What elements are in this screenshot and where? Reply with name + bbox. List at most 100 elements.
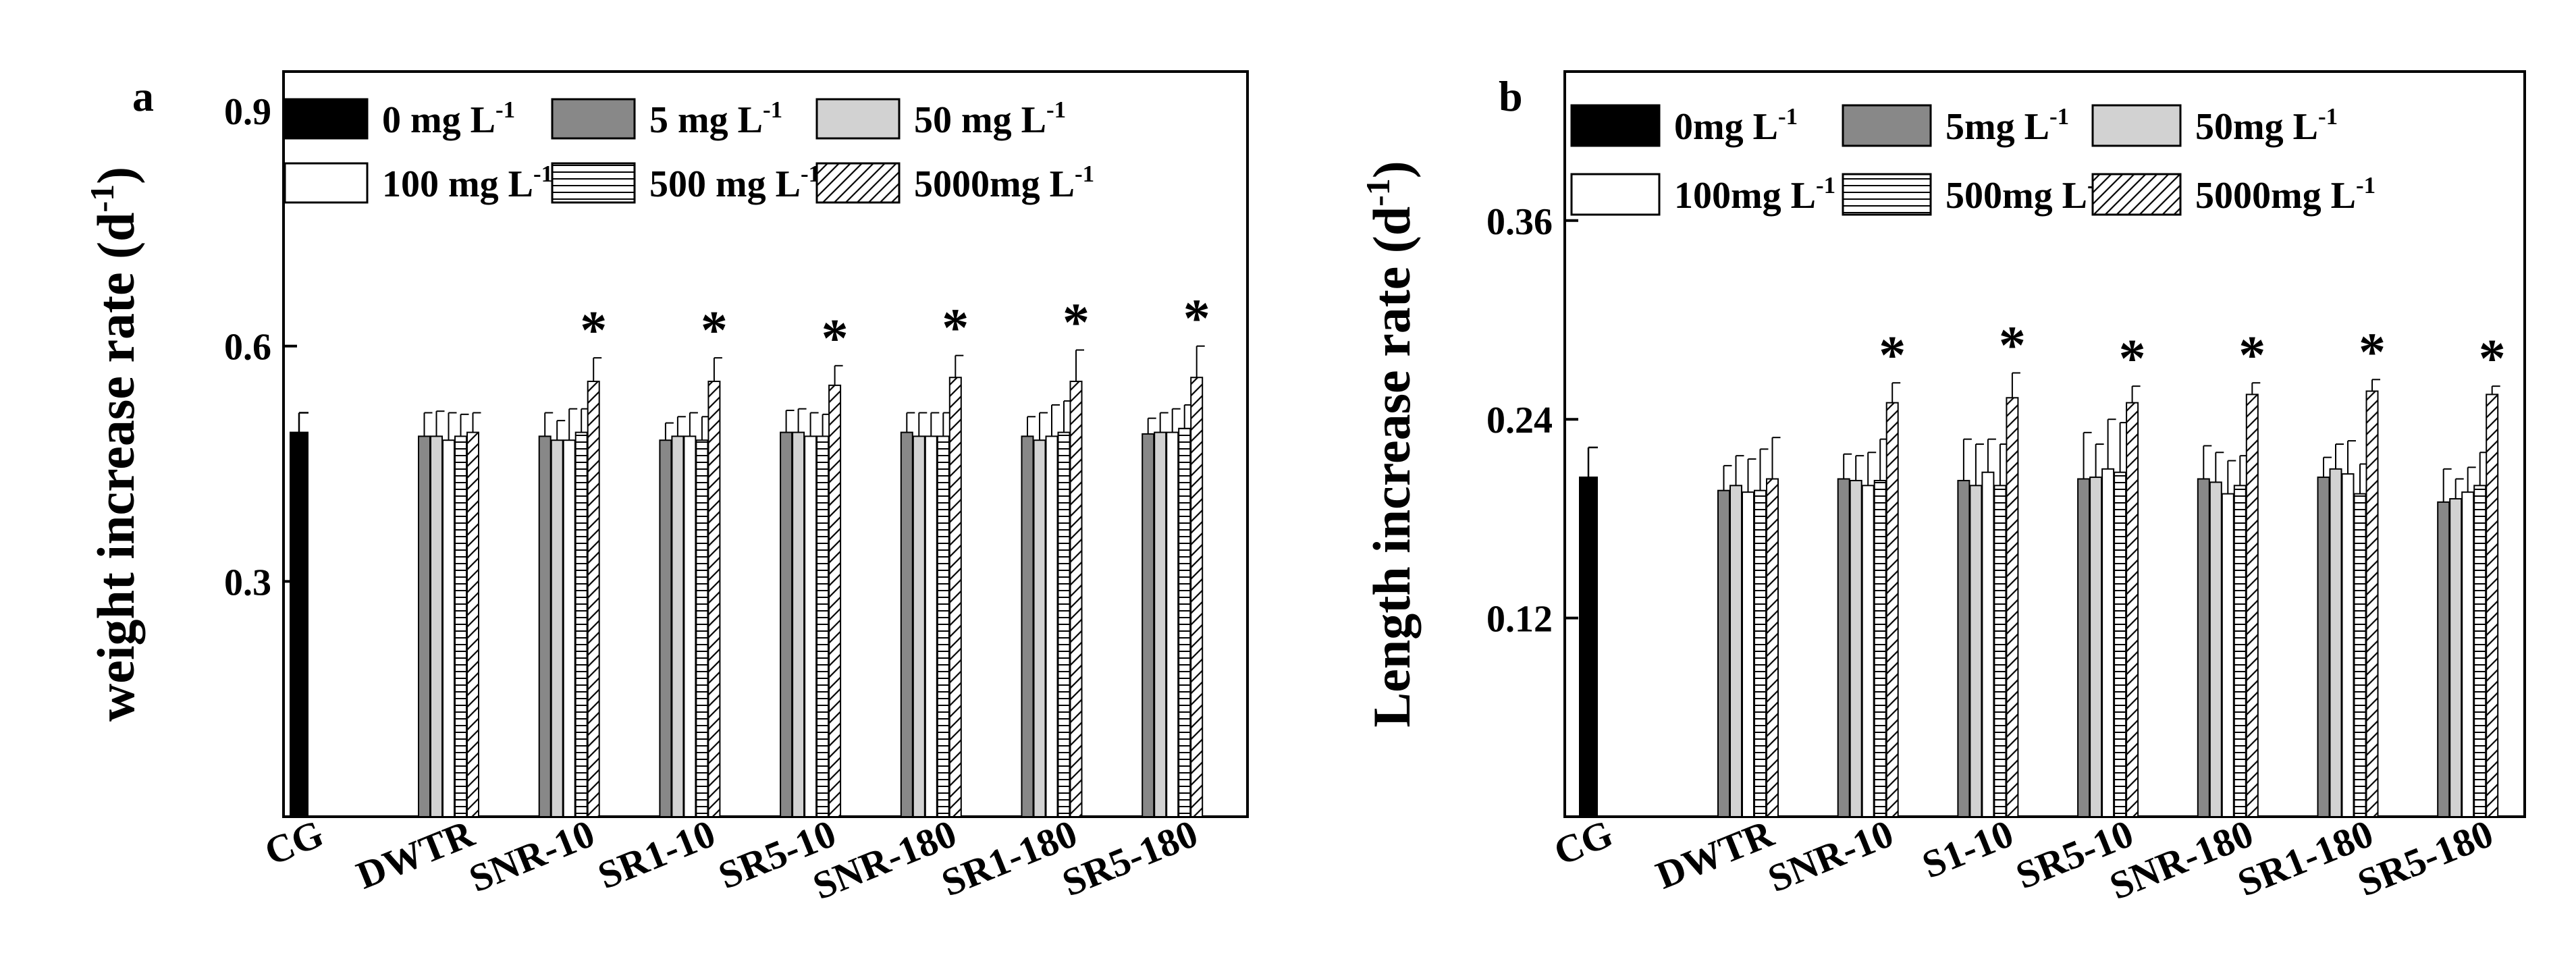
bar-control [290, 431, 308, 817]
bar-2 [671, 435, 685, 817]
bar-5 [587, 381, 600, 817]
bar-5 [828, 384, 842, 817]
bar-2 [1729, 485, 1742, 817]
bar-3 [924, 435, 938, 817]
bar-4 [1754, 489, 1767, 818]
legend-label-main: 100mg L [1674, 175, 1816, 217]
legend-label-exp: -1 [1046, 97, 1066, 123]
significance-asterisk: * [2359, 323, 2386, 382]
legend-swatch [551, 162, 636, 204]
legend-label-exp: -1 [2049, 103, 2069, 130]
bar-5 [1069, 381, 1083, 817]
legend-label-exp: -1 [1075, 161, 1094, 187]
bar-3 [1742, 491, 1754, 817]
bar-4 [574, 431, 588, 817]
bar-3 [804, 435, 817, 817]
bar-2 [792, 431, 805, 817]
bar-2 [550, 439, 564, 817]
bar-3 [562, 439, 576, 817]
bar-4 [2473, 485, 2487, 817]
legend-swatch [284, 98, 369, 140]
legend-swatch [2091, 173, 2182, 216]
y-axis-label: weight increase rate (d-1) [83, 167, 145, 722]
x-category-label: CG [1548, 811, 1619, 874]
legend-label: 5 mg L-1 [649, 97, 782, 141]
bar-4 [1873, 479, 1887, 817]
legend-label-main: 500mg L [1946, 175, 2087, 217]
x-category-label: DWTR [1650, 811, 1780, 897]
significance-asterisk: * [1879, 326, 1906, 385]
bar-2 [1849, 479, 1862, 817]
y-tick-label: 0.6 [224, 327, 271, 369]
legend-label-main: 5 mg L [649, 99, 763, 141]
significance-asterisk: * [942, 299, 969, 358]
significance-asterisk: * [1063, 294, 1090, 353]
bar-1 [1021, 435, 1034, 817]
y-tick-label: 0.12 [1486, 599, 1553, 641]
bar-2 [1969, 485, 1983, 817]
bar-5 [1766, 478, 1779, 818]
bar-1 [2437, 501, 2450, 817]
x-category-label: CG [259, 811, 329, 874]
bar-2 [2089, 477, 2103, 817]
bar-4 [1178, 427, 1191, 817]
legend-label-main: 500 mg L [649, 163, 801, 205]
x-category-label: SR1-180 [936, 811, 1083, 905]
significance-asterisk: * [1183, 290, 1210, 349]
legend-label-main: 50mg L [2195, 106, 2318, 148]
significance-asterisk: * [701, 301, 728, 360]
significance-asterisk: * [2479, 329, 2506, 389]
x-category-label: SNR-10 [463, 811, 601, 901]
y-axis-label-exp: -1 [1359, 178, 1397, 207]
bar-5 [2245, 394, 2259, 817]
x-category-label: S1-10 [1916, 811, 2019, 887]
legend-swatch [2091, 104, 2182, 147]
bar-5 [1190, 377, 1204, 817]
plot-frame [1563, 70, 2526, 818]
legend-label: 0 mg L-1 [382, 97, 515, 141]
legend-label-main: 5mg L [1946, 106, 2049, 148]
x-category-label: SNR-10 [1762, 811, 1900, 901]
bar-3 [1045, 435, 1058, 817]
y-axis-label-main: Length increase rate (d [1362, 207, 1421, 728]
bar-1 [900, 431, 913, 817]
bar-2 [430, 435, 443, 817]
panel-label: a [132, 72, 154, 120]
bar-4 [1057, 431, 1071, 817]
bar-control [1579, 477, 1598, 817]
x-category-label: SR1-10 [592, 811, 722, 898]
bar-3 [2461, 491, 2475, 817]
legend-label-main: 5000mg L [2195, 175, 2356, 217]
bar-1 [1717, 489, 1730, 818]
y-axis-label: Length increase rate (d-1) [1359, 161, 1421, 728]
y-tick-label: 0.36 [1486, 201, 1553, 243]
bar-3 [2221, 493, 2234, 817]
legend-label: 500 mg L-1 [649, 161, 820, 205]
bar-5 [2365, 390, 2379, 817]
legend-label: 100mg L-1 [1674, 172, 1835, 217]
bar-1 [659, 439, 672, 817]
legend-label: 5000mg L-1 [2195, 172, 2376, 217]
legend-label: 5000mg L-1 [914, 161, 1094, 205]
bar-1 [780, 431, 793, 817]
bar-4 [936, 435, 950, 817]
legend-swatch [815, 98, 901, 140]
bar-1 [1837, 478, 1850, 818]
legend-swatch [815, 162, 901, 204]
bar-2 [2329, 468, 2342, 817]
legend-label: 100 mg L-1 [382, 161, 553, 205]
y-axis-label-close: ) [1362, 161, 1421, 178]
bar-1 [2077, 478, 2091, 818]
legend-label: 500mg L-1 [1946, 172, 2107, 217]
legend-label-exp: -1 [763, 97, 782, 123]
bar-3 [2341, 473, 2355, 817]
bar-4 [2233, 485, 2247, 817]
legend-label-exp: -1 [495, 97, 515, 123]
legend-swatch [1570, 104, 1661, 147]
bar-1 [2317, 477, 2330, 817]
bar-1 [418, 435, 431, 817]
bar-5 [2486, 394, 2499, 817]
